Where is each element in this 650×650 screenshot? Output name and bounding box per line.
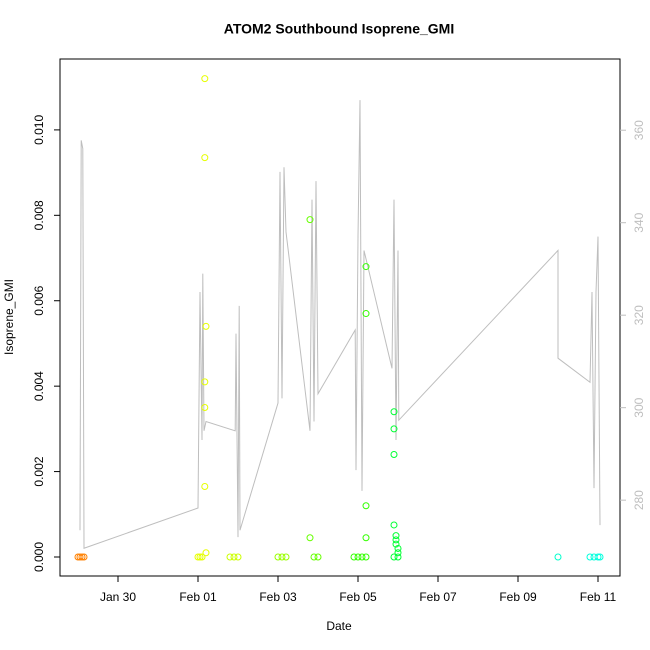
point	[362, 263, 370, 271]
y-tick-label: 0.000	[32, 542, 46, 572]
point	[274, 553, 282, 561]
point	[362, 553, 370, 561]
x-tick-label: Feb 01	[179, 590, 217, 604]
y-axis-label: Isoprene_GMI	[2, 279, 16, 355]
point	[306, 216, 314, 224]
chart-title: ATOM2 Southbound Isoprene_GMI	[224, 21, 454, 37]
point	[392, 540, 400, 548]
point	[596, 553, 604, 561]
point	[586, 553, 594, 561]
x-axis-label: Date	[326, 619, 352, 633]
y2-tick-label: 300	[632, 397, 646, 417]
y2-tick-label: 320	[632, 305, 646, 325]
point	[394, 553, 402, 561]
point	[194, 553, 202, 561]
point	[354, 553, 362, 561]
point	[350, 553, 358, 561]
point	[196, 553, 204, 561]
point	[394, 549, 402, 557]
point	[310, 553, 318, 561]
point	[306, 534, 314, 542]
x-tick-label: Jan 30	[100, 590, 136, 604]
x-tick-label: Feb 09	[499, 590, 537, 604]
point	[201, 378, 209, 386]
point	[554, 553, 562, 561]
point	[390, 553, 398, 561]
plot-frame	[59, 58, 621, 577]
point	[390, 521, 398, 529]
point	[282, 553, 290, 561]
point	[201, 154, 209, 162]
point	[234, 553, 242, 561]
point	[314, 553, 322, 561]
point	[392, 536, 400, 544]
point	[390, 408, 398, 416]
x-tick-label: Feb 05	[339, 590, 377, 604]
point	[202, 322, 210, 330]
y2-tick-label: 280	[632, 490, 646, 510]
point	[202, 549, 210, 557]
point	[76, 553, 84, 561]
point	[78, 553, 86, 561]
y-tick-label: 0.004	[32, 371, 46, 401]
point	[362, 502, 370, 510]
y2-tick-label: 360	[632, 120, 646, 140]
point	[362, 534, 370, 542]
point	[198, 553, 206, 561]
y-tick-label: 0.006	[32, 285, 46, 315]
point	[390, 450, 398, 458]
point	[394, 544, 402, 552]
point	[201, 75, 209, 83]
point	[362, 310, 370, 318]
point	[80, 553, 88, 561]
point	[594, 553, 602, 561]
x-tick-label: Feb 07	[419, 590, 457, 604]
y-tick-label: 0.008	[32, 200, 46, 230]
y-tick-label: 0.002	[32, 456, 46, 486]
x-tick-label: Feb 03	[259, 590, 297, 604]
point	[392, 532, 400, 540]
point	[278, 553, 286, 561]
point	[230, 553, 238, 561]
point	[358, 553, 366, 561]
y-tick-label: 0.010	[32, 115, 46, 145]
point	[201, 404, 209, 412]
x-tick-label: Feb 11	[580, 590, 617, 604]
point	[226, 553, 234, 561]
point	[201, 483, 209, 491]
y2-tick-label: 340	[632, 212, 646, 232]
line	[79, 100, 601, 549]
point	[390, 425, 398, 433]
